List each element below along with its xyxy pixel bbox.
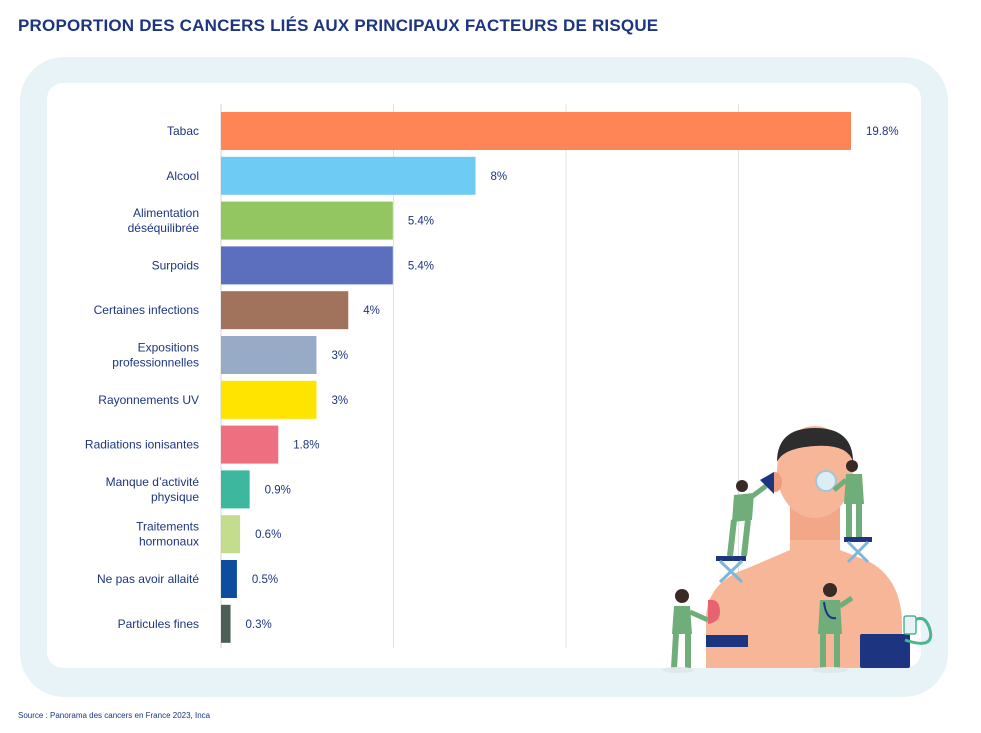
- red-spot: [708, 599, 720, 624]
- category-label-line: Rayonnements UV: [98, 393, 199, 407]
- value-label: 19.8%: [866, 126, 899, 138]
- bar: [221, 470, 250, 509]
- doctor-left-ear: [716, 472, 774, 584]
- source-note: Source : Panorama des cancers en France …: [18, 711, 211, 720]
- category-label: Alcool: [166, 169, 199, 183]
- bar: [221, 336, 317, 374]
- bar: [221, 291, 349, 330]
- doctor-standing-left: [662, 589, 710, 673]
- bar: [221, 560, 237, 598]
- category-label-line: professionnelles: [112, 356, 199, 370]
- bar: [221, 515, 241, 554]
- category-label-line: Particules fines: [118, 617, 199, 631]
- category-label-line: Ne pas avoir allaité: [97, 572, 199, 586]
- value-label: 4%: [363, 305, 380, 317]
- category-label-line: physique: [151, 490, 199, 504]
- doctor-standing-center: [812, 583, 854, 673]
- category-label: Certaines infections: [94, 303, 199, 317]
- value-label: 3%: [331, 350, 348, 362]
- category-label-line: Alimentation: [133, 206, 199, 220]
- magnifier-icon: [815, 470, 837, 492]
- doctor-right-eye: [832, 460, 872, 564]
- category-label-line: Certaines infections: [94, 303, 199, 317]
- value-label: 0.6%: [255, 529, 281, 541]
- category-label-line: déséquilibrée: [128, 221, 200, 235]
- category-label-line: Radiations ionisantes: [85, 438, 199, 452]
- category-label-line: Expositions: [138, 341, 199, 355]
- bar: [221, 604, 231, 643]
- value-label: 5.4%: [408, 216, 434, 228]
- category-label-line: Alcool: [166, 169, 199, 183]
- category-labels: Tabac Alcool Alimentation déséquilibrée Surp…: [85, 124, 199, 631]
- category-label: Radiations ionisantes: [85, 438, 199, 452]
- category-label: Tabac: [167, 124, 199, 138]
- category-label: Traitements hormonaux: [136, 520, 199, 549]
- category-label-line: hormonaux: [139, 535, 199, 549]
- category-label-line: Traitements: [136, 520, 199, 534]
- value-labels: 19.8% 8% 5.4% 5.4% 4% 3% 3% 1.8% 0.9% 0.6% 0.5% 0.3…: [246, 126, 899, 631]
- bar: [221, 425, 279, 464]
- category-label: Alimentation déséquilibrée: [128, 206, 200, 235]
- value-label: 0.3%: [246, 619, 272, 631]
- patient-hair: [777, 428, 853, 462]
- stethoscope-icon: [823, 601, 837, 620]
- category-label-line: Surpoids: [152, 258, 199, 272]
- value-label: 3%: [331, 395, 348, 407]
- category-label: Expositions professionnelles: [112, 341, 199, 370]
- category-label-line: Manque d’activité: [106, 475, 200, 489]
- value-label: 0.9%: [265, 484, 291, 496]
- gauge-icon: [903, 615, 917, 635]
- value-label: 0.5%: [252, 574, 278, 586]
- page-title: PROPORTION DES CANCERS LIÉS AUX PRINCIPA…: [18, 16, 659, 35]
- category-label: Ne pas avoir allaité: [97, 572, 199, 586]
- bar: [221, 246, 393, 285]
- value-label: 5.4%: [408, 260, 434, 272]
- category-label: Surpoids: [152, 258, 199, 272]
- cuff-tube: [904, 616, 933, 645]
- patient-torso: [706, 526, 902, 668]
- bar: [221, 112, 851, 150]
- bar: [221, 380, 317, 419]
- category-label: Rayonnements UV: [98, 393, 199, 407]
- armband-left: [706, 635, 748, 647]
- category-label-line: Tabac: [167, 124, 199, 138]
- bar: [221, 156, 476, 195]
- otoscope-icon: [760, 472, 774, 494]
- patient-head: [777, 426, 853, 518]
- category-label: Particules fines: [118, 617, 199, 631]
- value-label: 1.8%: [293, 440, 319, 452]
- bar: [221, 201, 393, 240]
- blood-pressure-cuff: [860, 634, 910, 668]
- category-label: Manque d’activité physique: [106, 475, 200, 504]
- bars: [221, 112, 851, 643]
- value-label: 8%: [491, 171, 508, 183]
- doctors-illustration: [662, 426, 933, 673]
